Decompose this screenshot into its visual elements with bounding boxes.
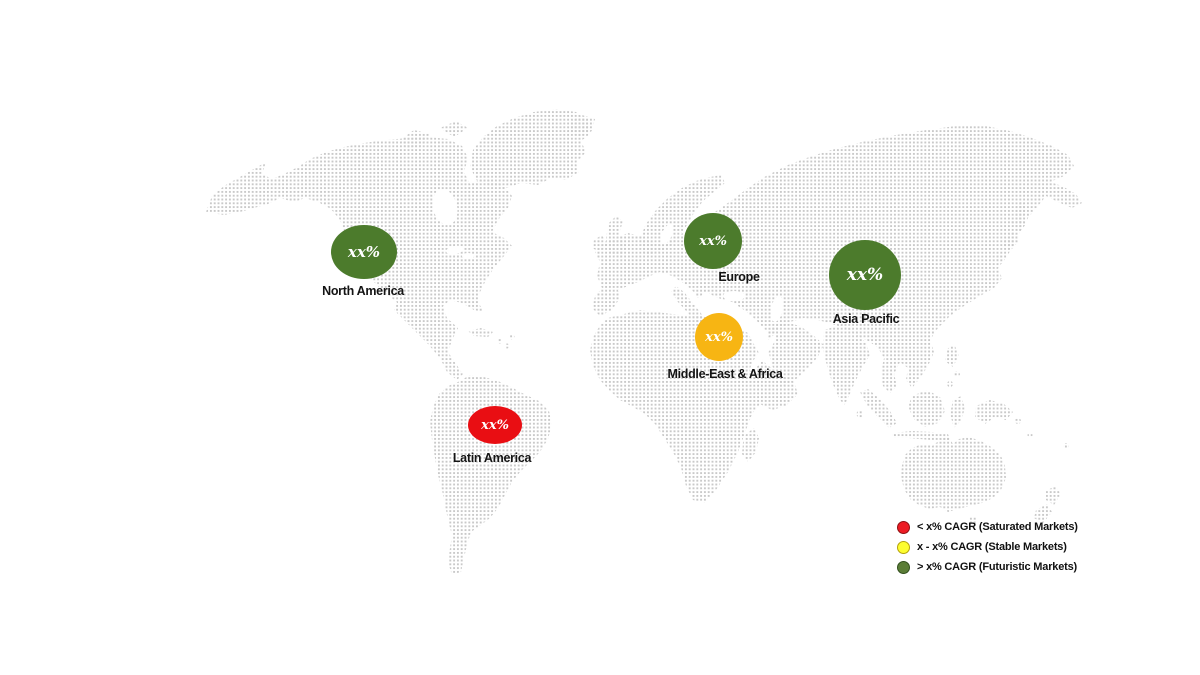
caspian-sea — [770, 296, 784, 322]
madagascar — [742, 428, 759, 462]
sumatra — [860, 389, 897, 428]
continent-australia — [901, 436, 1006, 512]
region-value: xx% — [481, 417, 509, 433]
continent-greenland — [470, 109, 590, 188]
arabian-peninsula — [767, 322, 824, 386]
legend-item: x - x% CAGR (Stable Markets) — [897, 540, 1078, 554]
region-value: xx% — [846, 265, 884, 285]
region-label-middle-east-africa: Middle-East & Africa — [667, 367, 783, 381]
region-bubble-north-america: xx% — [331, 225, 397, 279]
legend-label: < x% CAGR (Saturated Markets) — [917, 521, 1078, 533]
region-value: xx% — [699, 233, 727, 249]
red-sea — [749, 334, 777, 372]
region-label-latin-america: Latin America — [452, 451, 532, 465]
region-label-north-america: North America — [322, 284, 404, 298]
baltic-sea — [660, 223, 674, 245]
black-sea — [723, 291, 745, 301]
caribbean-islands — [468, 328, 493, 337]
great-lakes — [446, 245, 464, 255]
region-label-asia-pacific: Asia Pacific — [832, 312, 900, 326]
hudson-bay — [432, 189, 458, 225]
japan — [1003, 216, 1026, 250]
region-bubble-asia-pacific: xx% — [829, 240, 901, 310]
region-bubble-middle-east-africa: xx% — [695, 313, 743, 361]
region-label-europe: Europe — [718, 270, 760, 284]
legend-label: > x% CAGR (Futuristic Markets) — [917, 561, 1077, 573]
arctic-islands — [400, 121, 468, 148]
legend-item: > x% CAGR (Futuristic Markets) — [897, 560, 1078, 574]
water-bodies — [432, 189, 784, 372]
philippines — [945, 344, 959, 367]
region-value: xx% — [347, 243, 381, 261]
legend-label: x - x% CAGR (Stable Markets) — [917, 541, 1067, 553]
borneo — [908, 390, 945, 427]
region-bubble-europe: xx% — [684, 213, 742, 269]
java — [892, 431, 950, 440]
iceland — [568, 115, 595, 137]
sulawesi — [950, 396, 965, 428]
legend-item: < x% CAGR (Saturated Markets) — [897, 520, 1078, 534]
new-guinea — [975, 400, 1013, 424]
cagr-legend: < x% CAGR (Saturated Markets) x - x% CAGR… — [897, 520, 1078, 580]
new-zealand — [1034, 486, 1061, 523]
region-value: xx% — [705, 329, 733, 345]
continent-africa — [590, 310, 798, 503]
legend-dot-icon — [897, 540, 910, 554]
india — [823, 325, 870, 406]
legend-dot-icon — [897, 560, 910, 574]
region-bubble-latin-america: xx% — [468, 406, 522, 444]
legend-dot-icon — [897, 520, 910, 534]
